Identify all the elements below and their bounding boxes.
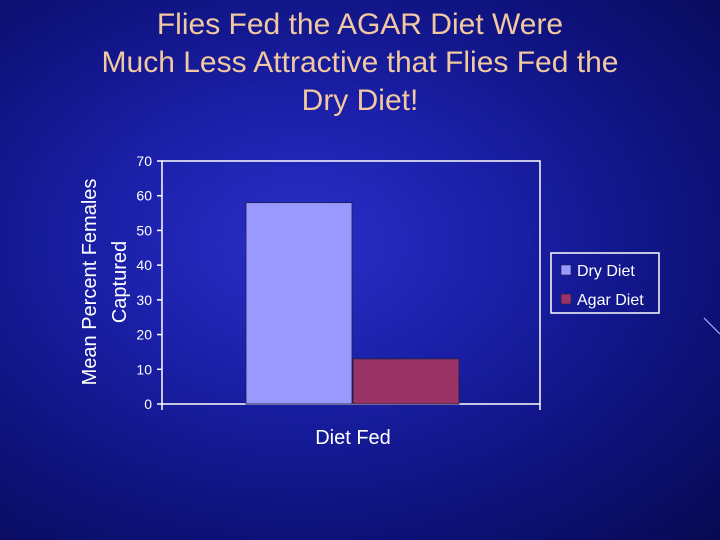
y-tick-label: 50 [136,222,152,238]
legend-label: Dry Diet [577,263,635,280]
y-tick-label: 30 [136,292,152,308]
y-tick-label: 20 [136,327,152,343]
chart-legend: Dry Diet Agar Diet [550,252,660,314]
legend-box [550,252,660,314]
legend-swatch [560,264,572,276]
legend-swatch [560,293,572,305]
y-axis-label: Mean Percent Females Captured [79,179,131,386]
y-tick-label: 70 [136,153,152,169]
x-axis-label: Diet Fed [315,427,391,449]
chart-bars [245,202,460,405]
legend-label: Agar Diet [577,292,644,309]
y-tick-label: 0 [144,396,152,412]
y-tick-label: 10 [136,361,152,377]
bar-dry-diet [245,202,353,405]
bar-agar-diet [352,358,460,405]
slide-title: Flies Fed the AGAR Diet Were Much Less A… [101,8,619,117]
y-tick-label: 60 [136,188,152,204]
y-axis-ticks: 0 10 20 30 40 50 60 70 [136,153,162,412]
y-tick-label: 40 [136,257,152,273]
